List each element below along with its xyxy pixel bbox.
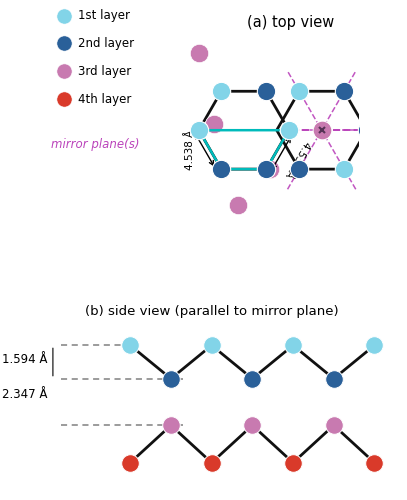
Point: [290, 342, 296, 349]
Text: 4.538 Å: 4.538 Å: [185, 130, 195, 170]
Point: [363, 126, 370, 134]
Text: (b) side view (parallel to mirror plane): (b) side view (parallel to mirror plane): [85, 306, 339, 318]
Point: [211, 120, 218, 128]
Point: [371, 342, 378, 349]
Point: [168, 422, 174, 430]
Point: [371, 458, 378, 466]
Text: 1.594 Å: 1.594 Å: [2, 353, 48, 366]
Point: [341, 165, 348, 173]
Text: mirror plane(s): mirror plane(s): [51, 138, 140, 150]
Point: [249, 422, 256, 430]
Point: [318, 126, 325, 134]
Point: [296, 88, 302, 96]
Point: [218, 165, 225, 173]
Point: [267, 165, 274, 173]
Point: [61, 12, 67, 20]
Text: (a) top view: (a) top view: [247, 16, 334, 30]
Point: [196, 126, 202, 134]
Point: [234, 200, 241, 208]
Point: [330, 374, 337, 382]
Text: 1st layer: 1st layer: [78, 9, 130, 22]
Point: [208, 458, 215, 466]
Text: 2nd layer: 2nd layer: [78, 37, 134, 50]
Point: [61, 68, 67, 76]
Point: [263, 88, 269, 96]
Point: [196, 48, 202, 56]
Text: 4.538 Å: 4.538 Å: [283, 139, 312, 179]
Text: 2.347 Å: 2.347 Å: [2, 388, 48, 400]
Point: [61, 95, 67, 103]
Point: [127, 458, 133, 466]
Point: [330, 422, 337, 430]
Point: [61, 40, 67, 48]
Point: [290, 458, 296, 466]
Point: [249, 374, 256, 382]
Point: [168, 374, 174, 382]
Text: 3rd layer: 3rd layer: [78, 65, 131, 78]
Point: [285, 126, 292, 134]
Point: [296, 165, 302, 173]
Point: [208, 342, 215, 349]
Point: [263, 165, 269, 173]
Point: [127, 342, 133, 349]
Point: [218, 88, 225, 96]
Point: [341, 88, 348, 96]
Text: 4th layer: 4th layer: [78, 92, 131, 106]
